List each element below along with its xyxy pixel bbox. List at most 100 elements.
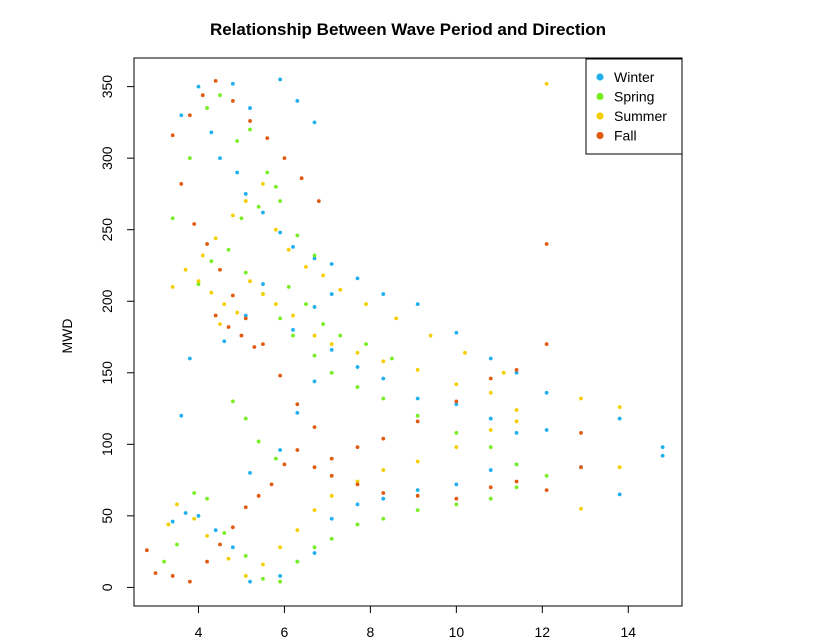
data-point: [230, 545, 235, 550]
data-point: [226, 247, 231, 252]
data-point: [196, 282, 201, 286]
data-point: [295, 99, 300, 103]
data-point: [273, 184, 278, 189]
data-point: [261, 182, 265, 186]
data-point: [415, 493, 420, 498]
data-point: [295, 410, 300, 415]
data-point: [261, 282, 265, 286]
data-point: [278, 77, 283, 82]
data-point: [222, 531, 227, 535]
data-point: [218, 542, 222, 547]
data-point: [200, 253, 205, 258]
data-point: [312, 120, 317, 125]
data-point: [213, 78, 218, 83]
data-point: [166, 522, 171, 527]
y-tick-label: 0: [99, 583, 115, 591]
data-point: [415, 419, 420, 424]
data-point: [312, 379, 317, 384]
data-point: [454, 330, 459, 335]
legend: Winter Spring Summer Fall: [585, 58, 683, 155]
data-point: [200, 93, 205, 98]
data-point: [381, 491, 386, 495]
data-point: [316, 199, 321, 203]
legend-label: Fall: [614, 128, 637, 144]
data-point: [291, 313, 295, 318]
data-point: [218, 156, 222, 161]
data-point: [454, 382, 459, 387]
data-point: [544, 488, 549, 493]
data-point: [381, 376, 386, 381]
data-point: [514, 408, 519, 412]
data-point: [291, 244, 295, 249]
data-point: [617, 465, 622, 470]
data-point: [170, 519, 175, 524]
data-point: [364, 342, 368, 347]
data-point: [205, 559, 209, 564]
data-point: [454, 402, 459, 407]
axes-group: 4 6 8 10 12 14 0 50 100 150 200 250 300 350: [99, 57, 683, 640]
data-point: [295, 448, 300, 452]
data-point: [170, 285, 175, 289]
data-point: [312, 508, 317, 513]
data-point: [243, 554, 248, 558]
data-point: [256, 204, 261, 209]
data-point: [329, 456, 334, 461]
data-point: [579, 506, 583, 511]
data-point: [488, 428, 493, 432]
data-point: [226, 556, 231, 561]
data-point: [205, 533, 209, 538]
data-point: [162, 559, 166, 564]
data-point: [488, 390, 493, 395]
data-point: [355, 350, 360, 355]
x-tick-label: 8: [366, 624, 374, 640]
data-point: [261, 342, 265, 347]
data-point: [415, 413, 420, 418]
data-point: [514, 370, 519, 375]
data-point: [544, 342, 549, 347]
data-point: [488, 468, 493, 472]
data-point: [329, 370, 334, 375]
data-point: [269, 482, 274, 487]
x-tick-label: 4: [195, 624, 203, 640]
data-point: [364, 302, 368, 306]
data-point: [278, 448, 283, 452]
data-point: [187, 113, 192, 118]
data-point: [243, 199, 248, 203]
data-point: [278, 199, 283, 203]
data-point: [218, 267, 222, 272]
data-point: [230, 399, 235, 404]
data-point: [205, 106, 209, 110]
y-axis-label: MWD: [59, 319, 75, 354]
y-tick-label: 350: [99, 75, 115, 99]
data-point: [514, 462, 519, 467]
data-point: [187, 156, 192, 161]
data-point: [235, 310, 240, 315]
data-point: [218, 322, 222, 327]
data-point: [514, 485, 519, 490]
data-point: [256, 439, 261, 444]
data-point: [312, 425, 317, 430]
data-point: [355, 479, 360, 484]
data-point: [660, 453, 665, 458]
data-point: [183, 267, 188, 272]
data-point: [415, 508, 420, 513]
data-point: [278, 373, 283, 378]
data-point: [381, 468, 386, 472]
data-point: [338, 287, 343, 292]
data-point: [230, 213, 235, 218]
data-point: [183, 511, 188, 515]
data-point: [273, 227, 278, 232]
data-point: [514, 430, 519, 435]
data-point: [415, 396, 420, 401]
data-point: [381, 292, 386, 296]
data-point: [187, 356, 192, 361]
data-point: [256, 493, 261, 498]
data-point: [278, 574, 283, 578]
y-tick-label: 200: [99, 289, 115, 313]
data-point: [278, 545, 283, 550]
data-point: [579, 430, 583, 435]
data-point: [170, 574, 175, 578]
data-point: [286, 247, 291, 252]
data-point: [295, 528, 300, 533]
